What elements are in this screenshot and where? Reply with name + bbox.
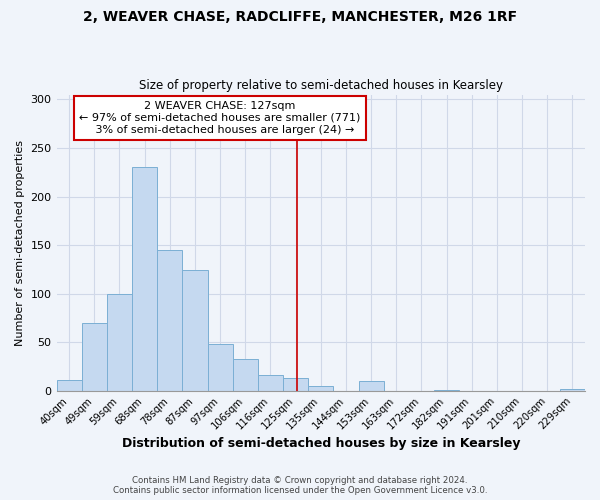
Text: 2 WEAVER CHASE: 127sqm
← 97% of semi-detached houses are smaller (771)
   3% of : 2 WEAVER CHASE: 127sqm ← 97% of semi-det… [79,102,361,134]
Bar [560,389,585,391]
Bar [56,380,82,391]
Text: Contains HM Land Registry data © Crown copyright and database right 2024.
Contai: Contains HM Land Registry data © Crown c… [113,476,487,495]
Bar [308,386,334,391]
Bar [434,390,459,391]
Bar [157,250,182,391]
Bar [182,270,208,391]
Bar [107,294,132,391]
Title: Size of property relative to semi-detached houses in Kearsley: Size of property relative to semi-detach… [139,79,503,92]
X-axis label: Distribution of semi-detached houses by size in Kearsley: Distribution of semi-detached houses by … [122,437,520,450]
Bar [359,381,383,391]
Y-axis label: Number of semi-detached properties: Number of semi-detached properties [15,140,25,346]
Bar [233,359,258,391]
Text: 2, WEAVER CHASE, RADCLIFFE, MANCHESTER, M26 1RF: 2, WEAVER CHASE, RADCLIFFE, MANCHESTER, … [83,10,517,24]
Bar [208,344,233,391]
Bar [283,378,308,391]
Bar [82,323,107,391]
Bar [258,376,283,391]
Bar [132,168,157,391]
